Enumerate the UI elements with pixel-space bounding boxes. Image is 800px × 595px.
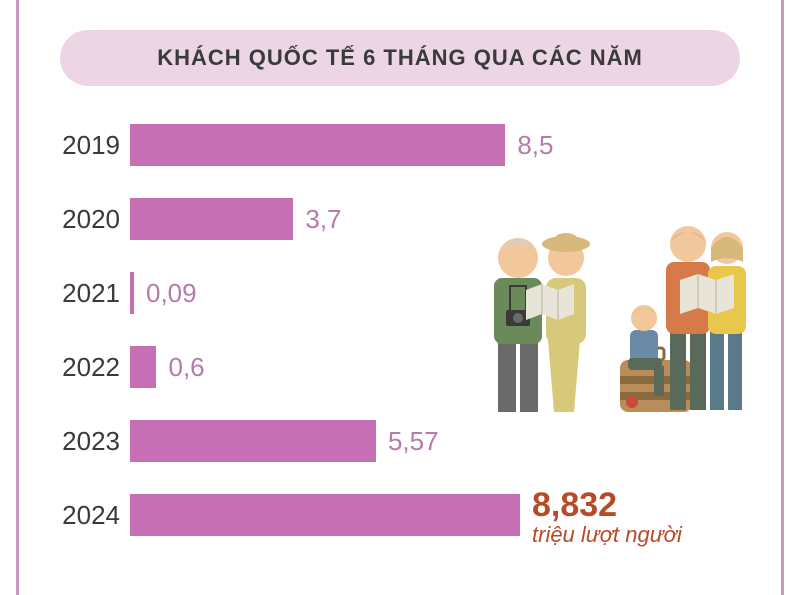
year-label: 2024 <box>40 500 120 531</box>
value-label: 5,57 <box>388 426 439 457</box>
bar <box>130 420 376 462</box>
bar <box>130 124 505 166</box>
value-label: 0,6 <box>168 352 204 383</box>
elderly-woman-icon <box>542 233 590 412</box>
title-pill: KHÁCH QUỐC TẾ 6 THÁNG QUA CÁC NĂM <box>60 30 740 86</box>
year-label: 2023 <box>40 426 120 457</box>
woman-icon <box>708 232 746 410</box>
tourists-illustration <box>470 200 750 440</box>
year-label: 2019 <box>40 130 120 161</box>
chart-title: KHÁCH QUỐC TẾ 6 THÁNG QUA CÁC NĂM <box>157 45 643 71</box>
bar <box>130 198 293 240</box>
bar <box>130 494 520 536</box>
year-label: 2022 <box>40 352 120 383</box>
value-label: 3,7 <box>305 204 341 235</box>
chart-row: 20248,832triệu lượt người <box>40 490 760 540</box>
year-label: 2021 <box>40 278 120 309</box>
bar <box>130 346 156 388</box>
bar <box>130 272 134 314</box>
value-label: 0,09 <box>146 278 197 309</box>
unit-label: triệu lượt người <box>532 522 682 548</box>
chart-row: 2019 8,5 <box>40 120 760 170</box>
map-icon <box>526 284 574 320</box>
value-label: 8,832 <box>532 486 617 525</box>
value-label: 8,5 <box>517 130 553 161</box>
year-label: 2020 <box>40 204 120 235</box>
elderly-man-icon <box>494 238 542 412</box>
map-icon <box>680 274 734 314</box>
